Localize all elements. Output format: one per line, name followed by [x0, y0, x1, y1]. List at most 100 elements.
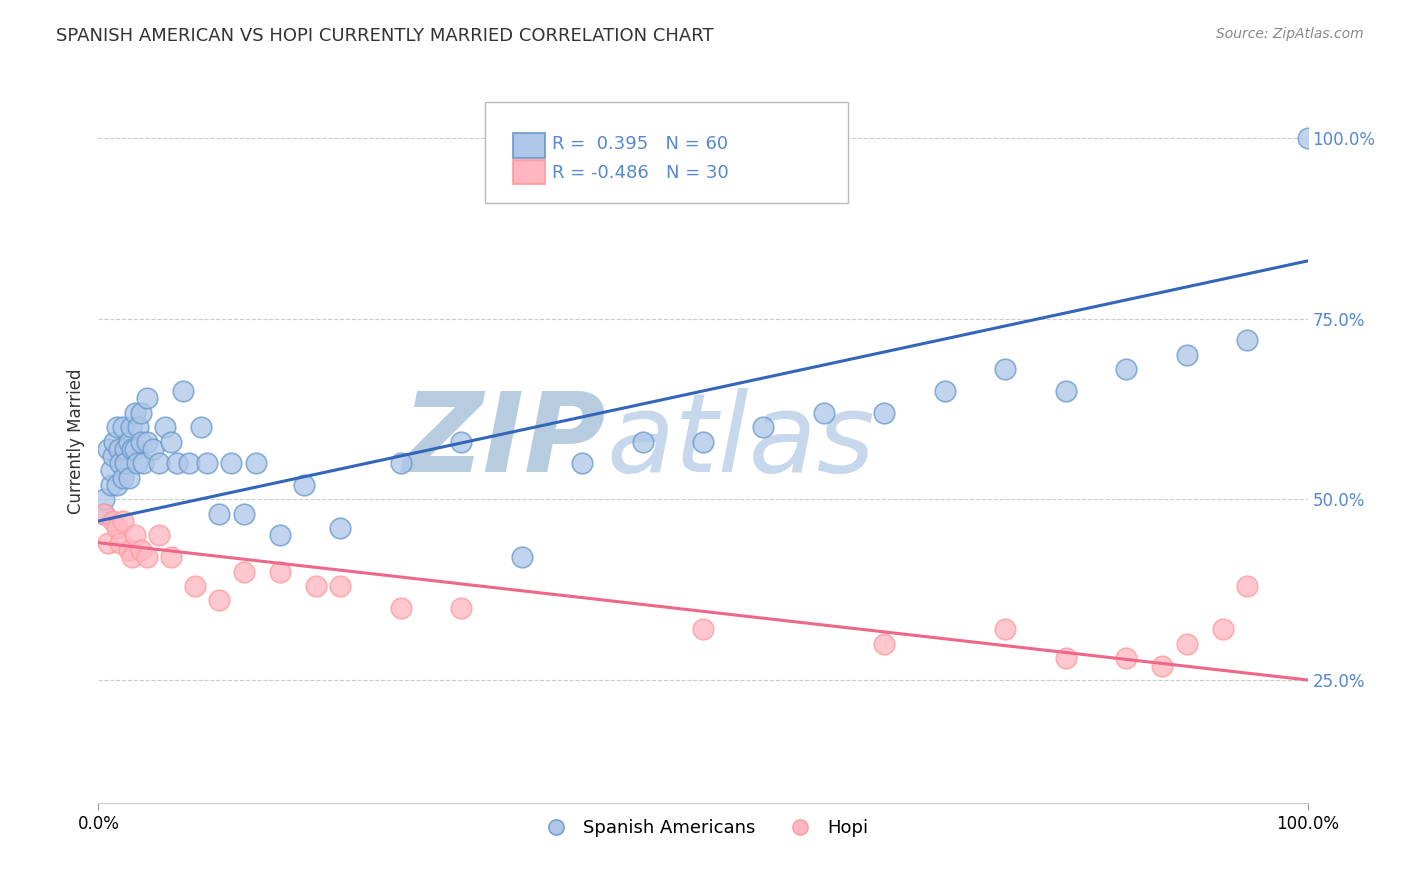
- Point: [389, 456, 412, 470]
- Text: SPANISH AMERICAN VS HOPI CURRENTLY MARRIED CORRELATION CHART: SPANISH AMERICAN VS HOPI CURRENTLY MARRI…: [56, 27, 714, 45]
- Point: [153, 420, 176, 434]
- Point: [100, 463, 122, 477]
- Point: [752, 420, 775, 434]
- Point: [97, 442, 120, 456]
- Point: [1236, 334, 1258, 348]
- Point: [101, 514, 124, 528]
- Point: [103, 434, 125, 449]
- Point: [631, 434, 654, 449]
- Point: [111, 420, 134, 434]
- Point: [329, 579, 352, 593]
- Point: [129, 434, 152, 449]
- Point: [148, 456, 170, 470]
- Point: [1054, 651, 1077, 665]
- Point: [692, 623, 714, 637]
- Point: [934, 384, 956, 398]
- Point: [510, 550, 533, 565]
- Point: [142, 442, 165, 456]
- Point: [108, 456, 131, 470]
- Text: R = -0.486   N = 30: R = -0.486 N = 30: [551, 164, 728, 182]
- Point: [450, 434, 472, 449]
- Point: [450, 600, 472, 615]
- Point: [135, 391, 157, 405]
- Point: [108, 535, 131, 549]
- Point: [129, 406, 152, 420]
- Text: ZIP: ZIP: [402, 388, 606, 495]
- Point: [121, 550, 143, 565]
- Point: [195, 456, 218, 470]
- Point: [1152, 658, 1174, 673]
- Point: [389, 600, 412, 615]
- Point: [994, 362, 1017, 376]
- Point: [1175, 637, 1198, 651]
- Point: [232, 565, 254, 579]
- Point: [269, 565, 291, 579]
- Point: [813, 406, 835, 420]
- Text: R =  0.395   N = 60: R = 0.395 N = 60: [551, 135, 728, 153]
- Point: [1054, 384, 1077, 398]
- Point: [108, 442, 131, 456]
- Legend: Spanish Americans, Hopi: Spanish Americans, Hopi: [530, 812, 876, 845]
- Point: [208, 593, 231, 607]
- Point: [179, 456, 201, 470]
- Point: [121, 442, 143, 456]
- Point: [305, 579, 328, 593]
- Point: [114, 456, 136, 470]
- Point: [692, 434, 714, 449]
- FancyBboxPatch shape: [513, 160, 544, 185]
- Point: [127, 420, 149, 434]
- Point: [148, 528, 170, 542]
- Point: [245, 456, 267, 470]
- Point: [111, 470, 134, 484]
- Point: [292, 478, 315, 492]
- Point: [120, 420, 142, 434]
- Point: [269, 528, 291, 542]
- Point: [100, 478, 122, 492]
- Y-axis label: Currently Married: Currently Married: [66, 368, 84, 515]
- Point: [160, 550, 183, 565]
- Point: [93, 507, 115, 521]
- Point: [111, 514, 134, 528]
- Point: [124, 442, 146, 456]
- Point: [118, 542, 141, 557]
- Point: [114, 442, 136, 456]
- Point: [118, 470, 141, 484]
- Point: [172, 384, 194, 398]
- Point: [124, 406, 146, 420]
- Point: [994, 623, 1017, 637]
- Point: [93, 492, 115, 507]
- Point: [184, 579, 207, 593]
- Point: [129, 542, 152, 557]
- FancyBboxPatch shape: [485, 102, 848, 203]
- Point: [190, 420, 212, 434]
- Point: [873, 406, 896, 420]
- Point: [1212, 623, 1234, 637]
- Point: [208, 507, 231, 521]
- Point: [571, 456, 593, 470]
- Point: [93, 507, 115, 521]
- Point: [1236, 579, 1258, 593]
- Point: [160, 434, 183, 449]
- Point: [105, 521, 128, 535]
- Point: [97, 535, 120, 549]
- Point: [166, 456, 188, 470]
- Point: [105, 478, 128, 492]
- Point: [221, 456, 243, 470]
- Point: [132, 456, 155, 470]
- Point: [1296, 131, 1319, 145]
- Point: [329, 521, 352, 535]
- Text: atlas: atlas: [606, 388, 875, 495]
- Text: Source: ZipAtlas.com: Source: ZipAtlas.com: [1216, 27, 1364, 41]
- Point: [101, 449, 124, 463]
- Point: [127, 456, 149, 470]
- Point: [1115, 651, 1137, 665]
- Point: [1115, 362, 1137, 376]
- Point: [118, 434, 141, 449]
- FancyBboxPatch shape: [513, 133, 544, 158]
- Point: [873, 637, 896, 651]
- Point: [124, 528, 146, 542]
- Point: [135, 434, 157, 449]
- Point: [105, 420, 128, 434]
- Point: [1175, 348, 1198, 362]
- Point: [135, 550, 157, 565]
